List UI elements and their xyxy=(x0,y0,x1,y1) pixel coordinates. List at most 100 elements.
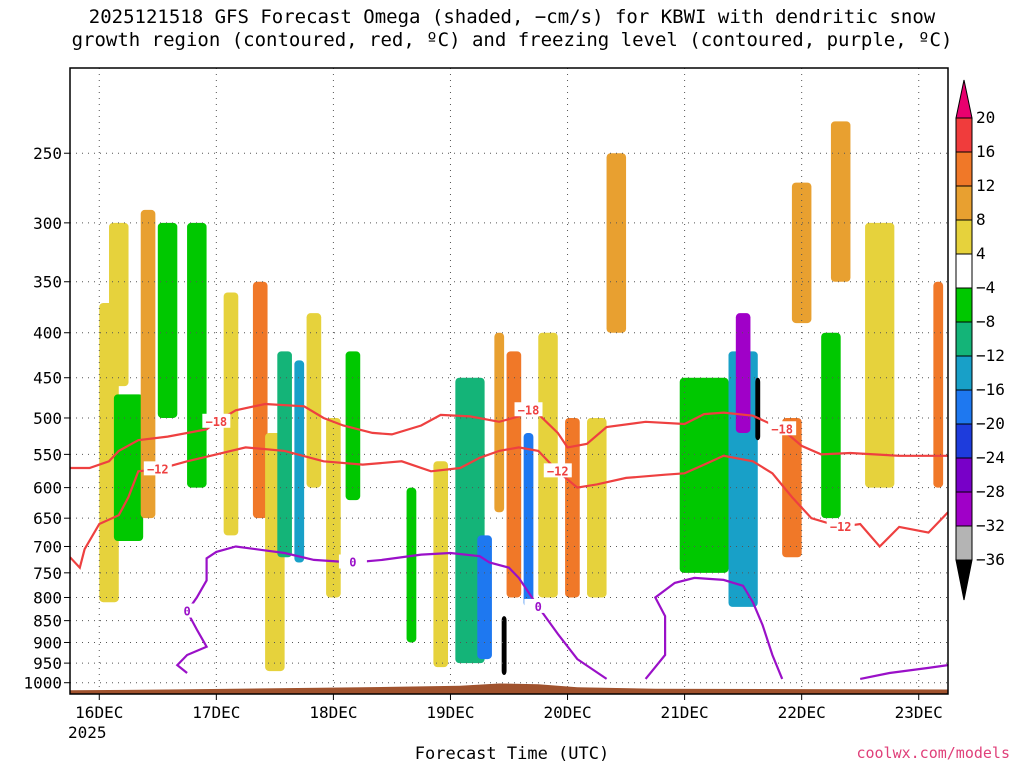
dgz-contour-0-label-bg-1 xyxy=(514,402,543,417)
colorbar-label-11: −28 xyxy=(976,482,1005,501)
dgz-contour-1-label-bg-2 xyxy=(826,518,855,533)
colorbar-label-4: 4 xyxy=(976,244,986,263)
y-tick-label-0: 250 xyxy=(33,144,62,163)
colorbar-label-2: 12 xyxy=(976,176,995,195)
dgz-contour-0-label-bg-0 xyxy=(202,413,231,428)
freezing-contour-0-label-bg-1 xyxy=(338,554,367,569)
y-tick-label-15: 1000 xyxy=(23,674,62,693)
omega-cell-20 xyxy=(501,616,507,675)
dgz-contour-1-label-bg-1 xyxy=(543,463,572,478)
omega-cell-19 xyxy=(506,351,522,598)
y-tick-label-11: 800 xyxy=(33,588,62,607)
y-tick-label-3: 400 xyxy=(33,324,62,343)
y-tick-label-5: 500 xyxy=(33,409,62,428)
colorbar-segment-5 xyxy=(955,253,973,289)
colorbar-label-12: −32 xyxy=(976,516,1005,535)
colorbar-segment-10 xyxy=(955,423,973,459)
omega-shading xyxy=(99,121,944,675)
y-tick-label-13: 900 xyxy=(33,633,62,652)
x-tick-label-0: 16DEC xyxy=(75,703,123,722)
omega-cell-2 xyxy=(113,394,144,541)
omega-cell-9 xyxy=(277,351,292,558)
omega-cell-10 xyxy=(294,360,305,563)
omega-cell-29 xyxy=(755,377,761,441)
colorbar-bottom-arrow xyxy=(955,559,973,601)
y-tick-label-10: 750 xyxy=(33,564,62,583)
colorbar: 20 16 12 8 4 −4 −8 −12 −16 −20 −24 −28 −32 −36 xyxy=(955,79,1005,601)
freezing-contour-2 xyxy=(859,664,948,680)
colorbar-segment-13 xyxy=(955,525,973,561)
colorbar-segment-12 xyxy=(955,491,973,527)
chart-title: 2025121518 GFS Forecast Omega (shaded, −… xyxy=(0,6,1024,52)
freezing-contour-0-label-0: 0 xyxy=(183,605,190,619)
colorbar-label-0: 20 xyxy=(976,108,995,127)
colorbar-segment-6 xyxy=(955,287,973,323)
x-tick-label-6: 22DEC xyxy=(778,703,826,722)
grid-lines xyxy=(70,68,948,694)
y-tick-label-9: 700 xyxy=(33,537,62,556)
omega-cell-30 xyxy=(782,417,802,558)
omega-cell-28 xyxy=(735,313,751,433)
y-tick-label-1: 300 xyxy=(33,214,62,233)
dgz-contour-0-label-1: −18 xyxy=(518,403,540,417)
dgz-contour-0-label-bg-2 xyxy=(768,421,797,436)
y-tick-label-6: 550 xyxy=(33,445,62,464)
x-tick-sublabel-0: 2025 xyxy=(68,723,107,742)
colorbar-segment-7 xyxy=(955,321,973,357)
credit-text: coolwx.com/models xyxy=(856,744,1010,762)
dgz-contour-0-label-0: −18 xyxy=(205,415,227,429)
colorbar-top-arrow xyxy=(955,79,973,119)
colorbar-label-10: −24 xyxy=(976,448,1005,467)
omega-cell-34 xyxy=(865,222,895,488)
omega-cell-25 xyxy=(606,153,627,333)
y-tick-label-2: 350 xyxy=(33,273,62,292)
chart-title-line-1: 2025121518 GFS Forecast Omega (shaded, −… xyxy=(88,6,936,28)
freezing-contour-0-label-bg-2 xyxy=(524,598,553,613)
freezing-contour-1 xyxy=(644,576,784,680)
omega-cell-33 xyxy=(830,121,851,282)
omega-cell-3 xyxy=(140,209,156,519)
omega-cell-7 xyxy=(252,281,268,519)
chart-title-line-2: growth region (contoured, red, ºC) and f… xyxy=(71,29,953,51)
terrain-ground xyxy=(70,683,948,694)
colorbar-label-6: −8 xyxy=(976,312,995,331)
ground-surface xyxy=(70,683,948,694)
colorbar-label-13: −36 xyxy=(976,550,1005,569)
x-tick-label-7: 23DEC xyxy=(895,703,943,722)
omega-cell-4 xyxy=(157,222,178,418)
omega-cell-14 xyxy=(406,487,417,643)
omega-cell-1 xyxy=(109,222,129,387)
freezing-contour-0-label-2: 0 xyxy=(535,600,542,614)
x-tick-label-5: 21DEC xyxy=(661,703,709,722)
colorbar-segment-8 xyxy=(955,355,973,391)
colorbar-segment-2 xyxy=(955,151,973,187)
x-tick-label-2: 18DEC xyxy=(309,703,357,722)
x-tick-label-4: 20DEC xyxy=(543,703,591,722)
y-axis-ticks: 250 300 350 400 450 500 550 600 650 700 750 800 850 9… xyxy=(23,144,70,693)
omega-cell-12 xyxy=(326,417,341,598)
colorbar-label-7: −12 xyxy=(976,346,1005,365)
omega-cell-23 xyxy=(565,417,580,598)
contour-lines: −18 −18 −18 −12 −12 −12 0 0 0 xyxy=(70,402,948,680)
omega-cell-21 xyxy=(523,432,534,607)
x-axis-label: Forecast Time (UTC) xyxy=(414,744,610,764)
y-tick-label-4: 450 xyxy=(33,369,62,388)
colorbar-segment-3 xyxy=(955,185,973,221)
colorbar-label-8: −16 xyxy=(976,380,1005,399)
colorbar-label-3: 8 xyxy=(976,210,986,229)
colorbar-label-9: −20 xyxy=(976,414,1005,433)
colorbar-segment-1 xyxy=(955,117,973,153)
dgz-contour-0-label-2: −18 xyxy=(771,422,793,436)
dgz-contour-0 xyxy=(70,402,948,470)
y-tick-label-8: 650 xyxy=(33,509,62,528)
plot-frame xyxy=(69,67,949,695)
y-tick-label-14: 950 xyxy=(33,654,62,673)
omega-cell-26 xyxy=(679,377,729,573)
freezing-contour-0-label-bg-0 xyxy=(173,603,202,618)
freezing-contour-0 xyxy=(175,545,608,680)
omega-cell-11 xyxy=(306,313,322,488)
omega-cell-31 xyxy=(791,182,812,324)
dgz-contour-1-label-1: −12 xyxy=(547,464,569,478)
